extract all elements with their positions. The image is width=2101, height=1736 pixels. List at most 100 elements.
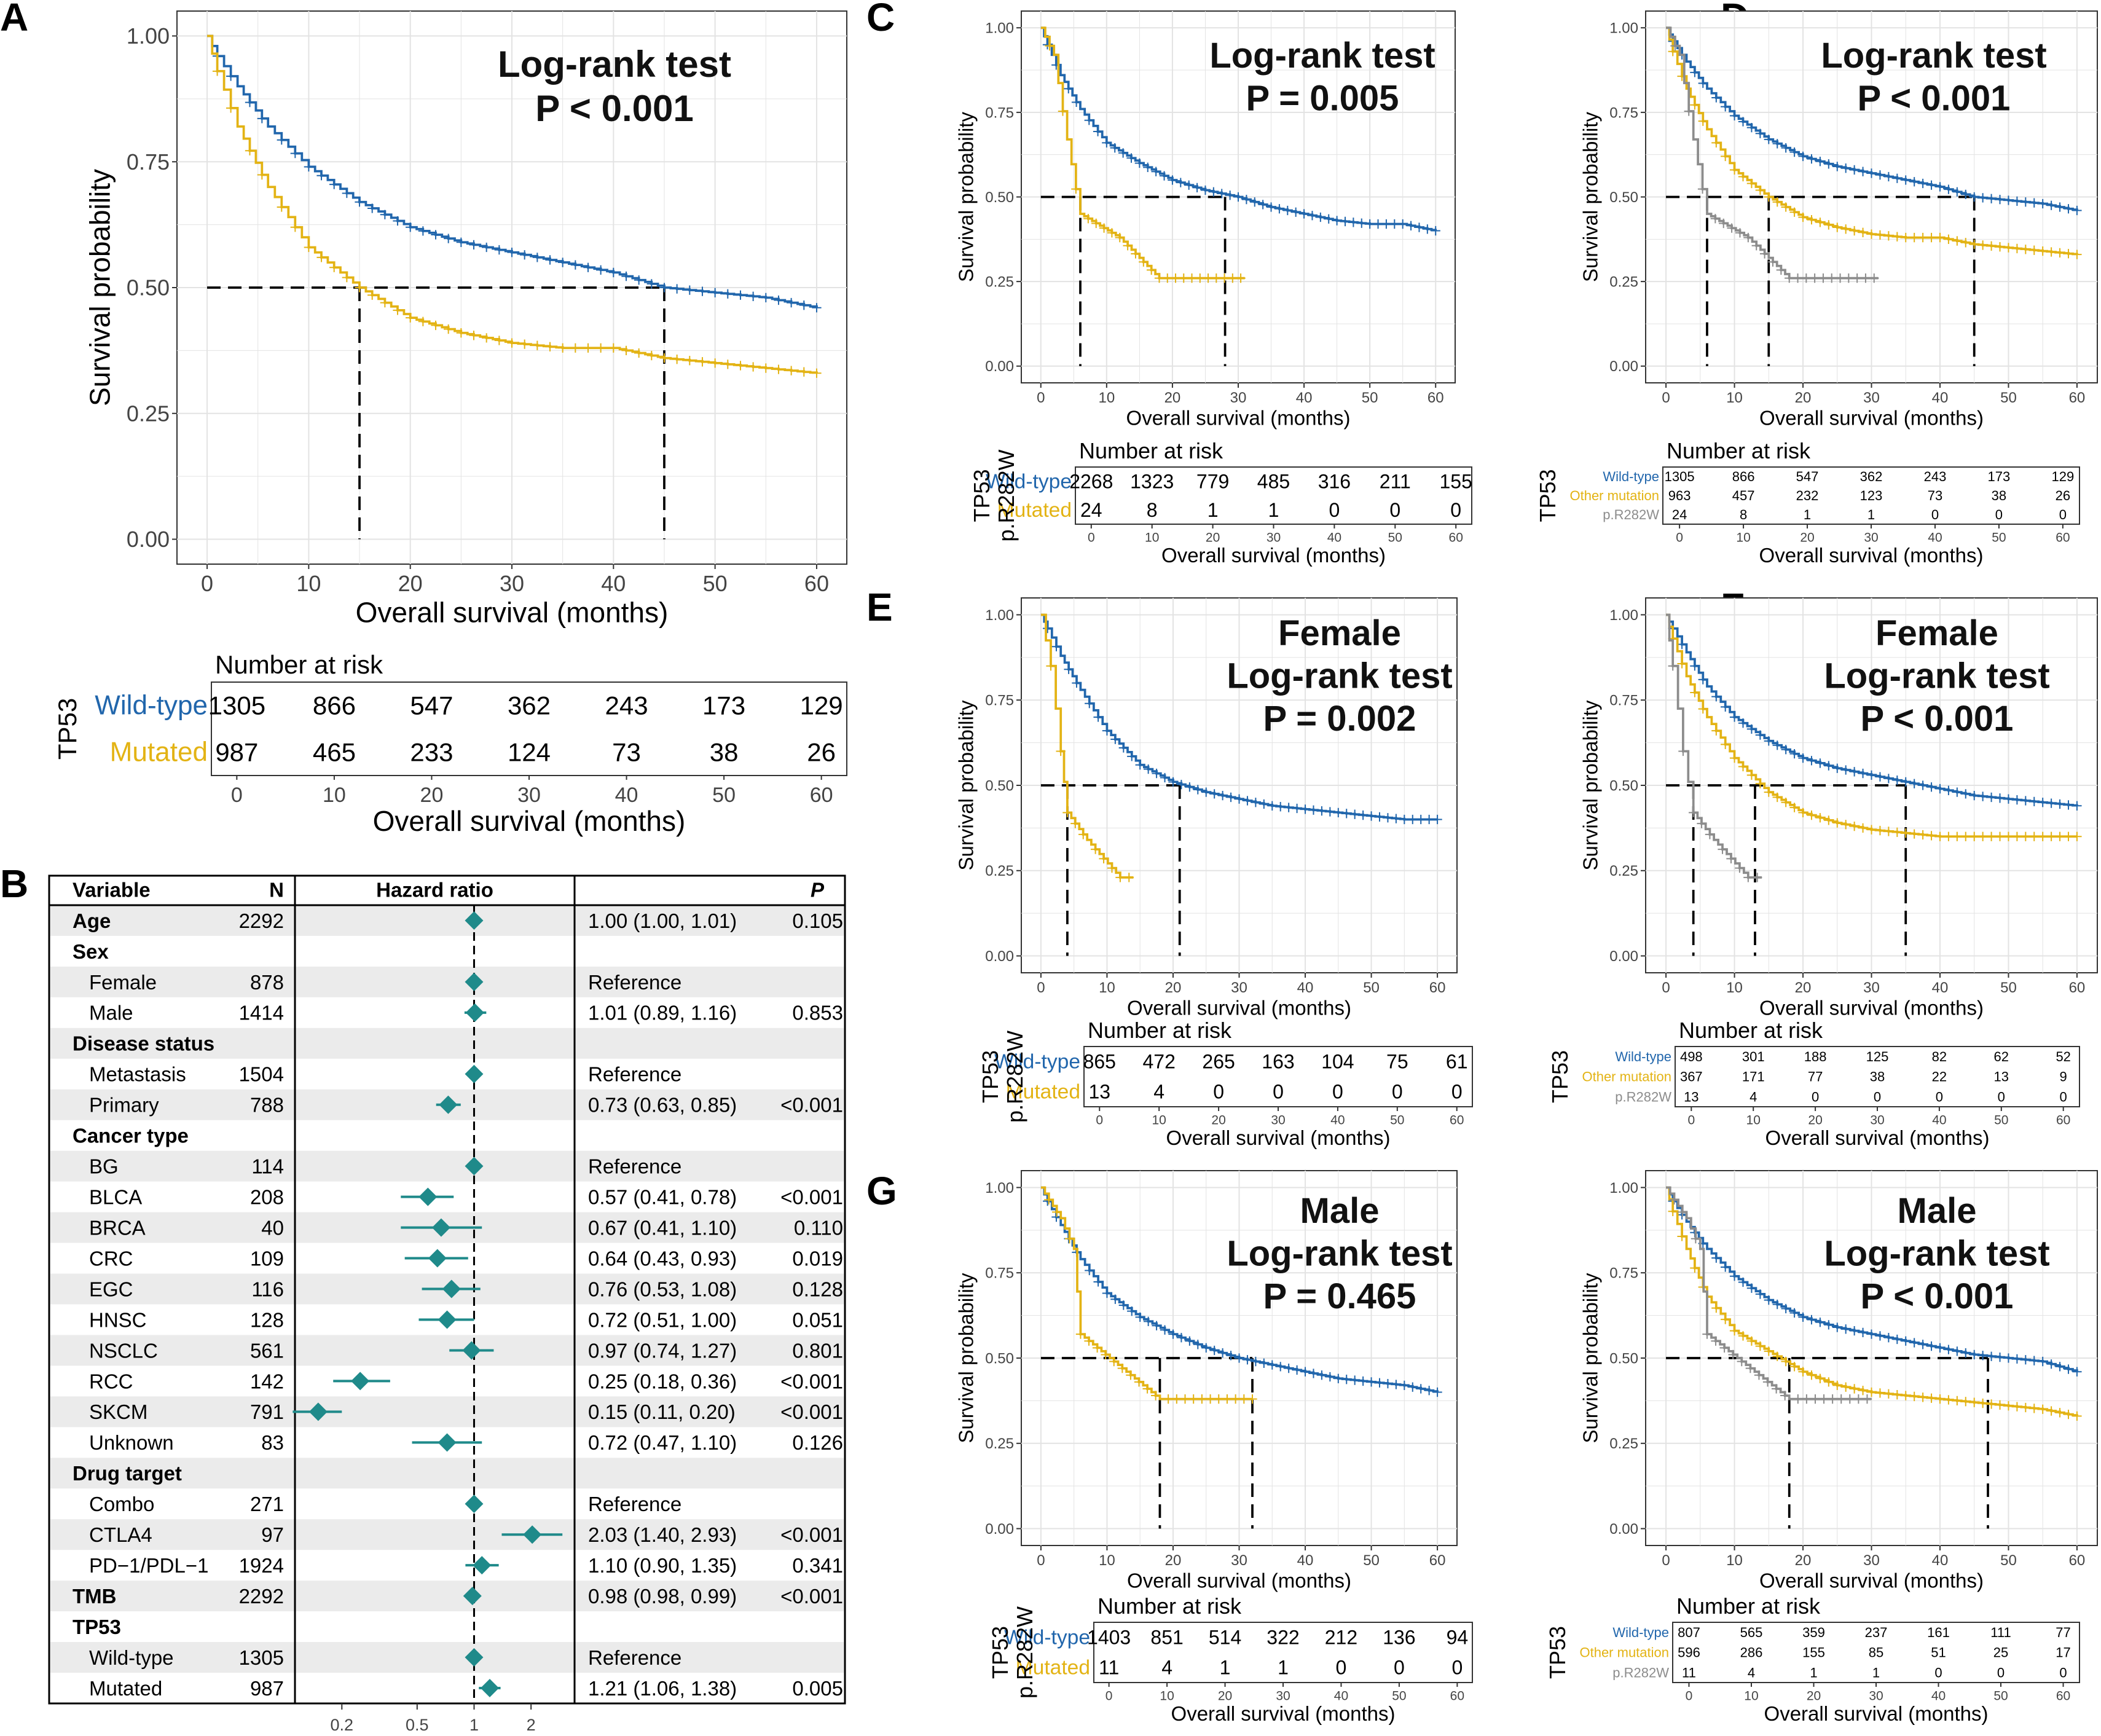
censor-mark [1909, 177, 1919, 187]
p-value: P = 0.002 [1263, 699, 1416, 739]
risk-count: 243 [605, 691, 648, 720]
risk-x-axis-label: Overall survival (months) [1166, 1126, 1391, 1149]
y-tick-label: 0.75 [127, 149, 170, 175]
risk-count: 0 [1389, 499, 1400, 521]
x-tick-label: 20 [1164, 390, 1181, 406]
risk-group-label: Mutated [997, 499, 1072, 522]
risk-x-tick-label: 0 [1686, 1689, 1693, 1703]
censor-mark [1317, 806, 1327, 816]
risk-title: Number at risk [1079, 438, 1223, 463]
censor-mark [1858, 167, 1868, 176]
forest-row-ci: 0.57 (0.41, 0.78) [588, 1186, 737, 1209]
censor-mark [1056, 746, 1066, 756]
x-tick-label: 0 [1037, 980, 1045, 996]
risk-count: 38 [1992, 488, 2006, 503]
forest-row-ci: 1.01 (0.89, 1.16) [588, 1002, 737, 1024]
censor-mark [1815, 218, 1825, 227]
censor-mark [482, 242, 492, 253]
censor-mark [1738, 761, 1748, 772]
censor-mark [2055, 1362, 2065, 1372]
censor-mark [418, 226, 428, 236]
censor-mark [1052, 1207, 1062, 1217]
y-axis-label: Survival probability [955, 1273, 978, 1443]
risk-count: 498 [1680, 1049, 1703, 1064]
risk-title: Number at risk [215, 650, 383, 679]
risk-count: 0 [1936, 1089, 1943, 1104]
censor-mark [520, 339, 530, 349]
censor-mark [1883, 1389, 1894, 1399]
censor-mark [1110, 734, 1120, 744]
censor-mark [1201, 1343, 1211, 1353]
censor-mark [545, 342, 555, 352]
forest-row-ci: 0.15 (0.11, 0.20) [588, 1400, 736, 1423]
censor-mark [1986, 194, 1997, 203]
censor-mark [1408, 1382, 1418, 1392]
risk-count: 26 [2056, 488, 2070, 503]
censor-mark [1357, 218, 1367, 228]
censor-mark [1961, 189, 1971, 200]
forest-row-label: TMB [73, 1585, 116, 1608]
x-axis-label: Overall survival (months) [1759, 407, 1984, 430]
censor-mark [583, 262, 593, 272]
censor-mark [1866, 770, 1877, 780]
x-tick-label: 60 [1428, 390, 1444, 406]
censor-mark [1168, 777, 1178, 787]
censor-mark [1986, 792, 1997, 803]
y-tick-label: 0.00 [985, 948, 1014, 965]
x-tick-label: 20 [1795, 390, 1812, 406]
censor-mark [1892, 1390, 1902, 1400]
censor-mark [380, 210, 390, 219]
censor-mark [1935, 831, 1945, 841]
censor-mark [1944, 184, 1954, 194]
risk-count: 1403 [1087, 1627, 1131, 1649]
censor-mark [812, 303, 822, 313]
censor-mark [1995, 194, 2005, 205]
risk-count: 0 [1934, 1665, 1942, 1680]
censor-mark [469, 331, 479, 340]
risk-count: 25 [1993, 1645, 2008, 1660]
censor-mark [1858, 227, 1868, 237]
censor-mark [1718, 844, 1727, 854]
censor-mark [1684, 106, 1694, 116]
risk-count: 547 [410, 691, 453, 720]
censor-mark [1135, 760, 1145, 770]
censor-mark [2038, 798, 2048, 807]
censor-mark [1883, 1333, 1894, 1343]
risk-count: 73 [1928, 488, 1942, 503]
censor-mark [277, 135, 286, 145]
risk-count: 866 [313, 691, 356, 720]
y-tick-label: 0.25 [985, 1436, 1014, 1452]
risk-count: 514 [1209, 1627, 1241, 1649]
censor-mark [1735, 228, 1745, 238]
censor-mark [1781, 202, 1791, 212]
risk-x-tick-label: 50 [1390, 1113, 1404, 1128]
censor-mark [1738, 718, 1748, 728]
stat-label: Log-rank test [1824, 1234, 2049, 1274]
forest-x-tick-label: 0.2 [331, 1716, 354, 1734]
censor-mark [634, 348, 644, 358]
risk-count: 0 [1812, 1089, 1819, 1104]
censor-mark [1300, 1367, 1310, 1377]
censor-mark [1726, 854, 1736, 863]
risk-count: 547 [1796, 469, 1819, 484]
censor-mark [1230, 1394, 1241, 1404]
forest-row-p: 0.128 [792, 1278, 843, 1300]
censor-mark [1243, 796, 1252, 806]
risk-x-tick-label: 40 [1931, 1689, 1946, 1703]
censor-mark [380, 297, 390, 308]
censor-mark [1986, 831, 1997, 841]
risk-title: Number at risk [1088, 1018, 1232, 1043]
censor-mark [1090, 844, 1101, 854]
censor-mark [1176, 779, 1187, 790]
risk-count: 0 [1336, 1657, 1347, 1679]
forest-row-label: BRCA [89, 1216, 146, 1239]
risk-count: 161 [1927, 1625, 1950, 1640]
forest-point [428, 1249, 447, 1268]
risk-group-name: TP53 [969, 469, 994, 522]
censor-mark [1978, 1351, 1988, 1361]
forest-row-ci: 0.97 (0.74, 1.27) [588, 1339, 737, 1362]
censor-mark [2055, 831, 2065, 841]
censor-mark [1176, 1333, 1187, 1343]
censor-mark [1729, 753, 1740, 763]
censor-mark [1875, 1388, 1885, 1398]
